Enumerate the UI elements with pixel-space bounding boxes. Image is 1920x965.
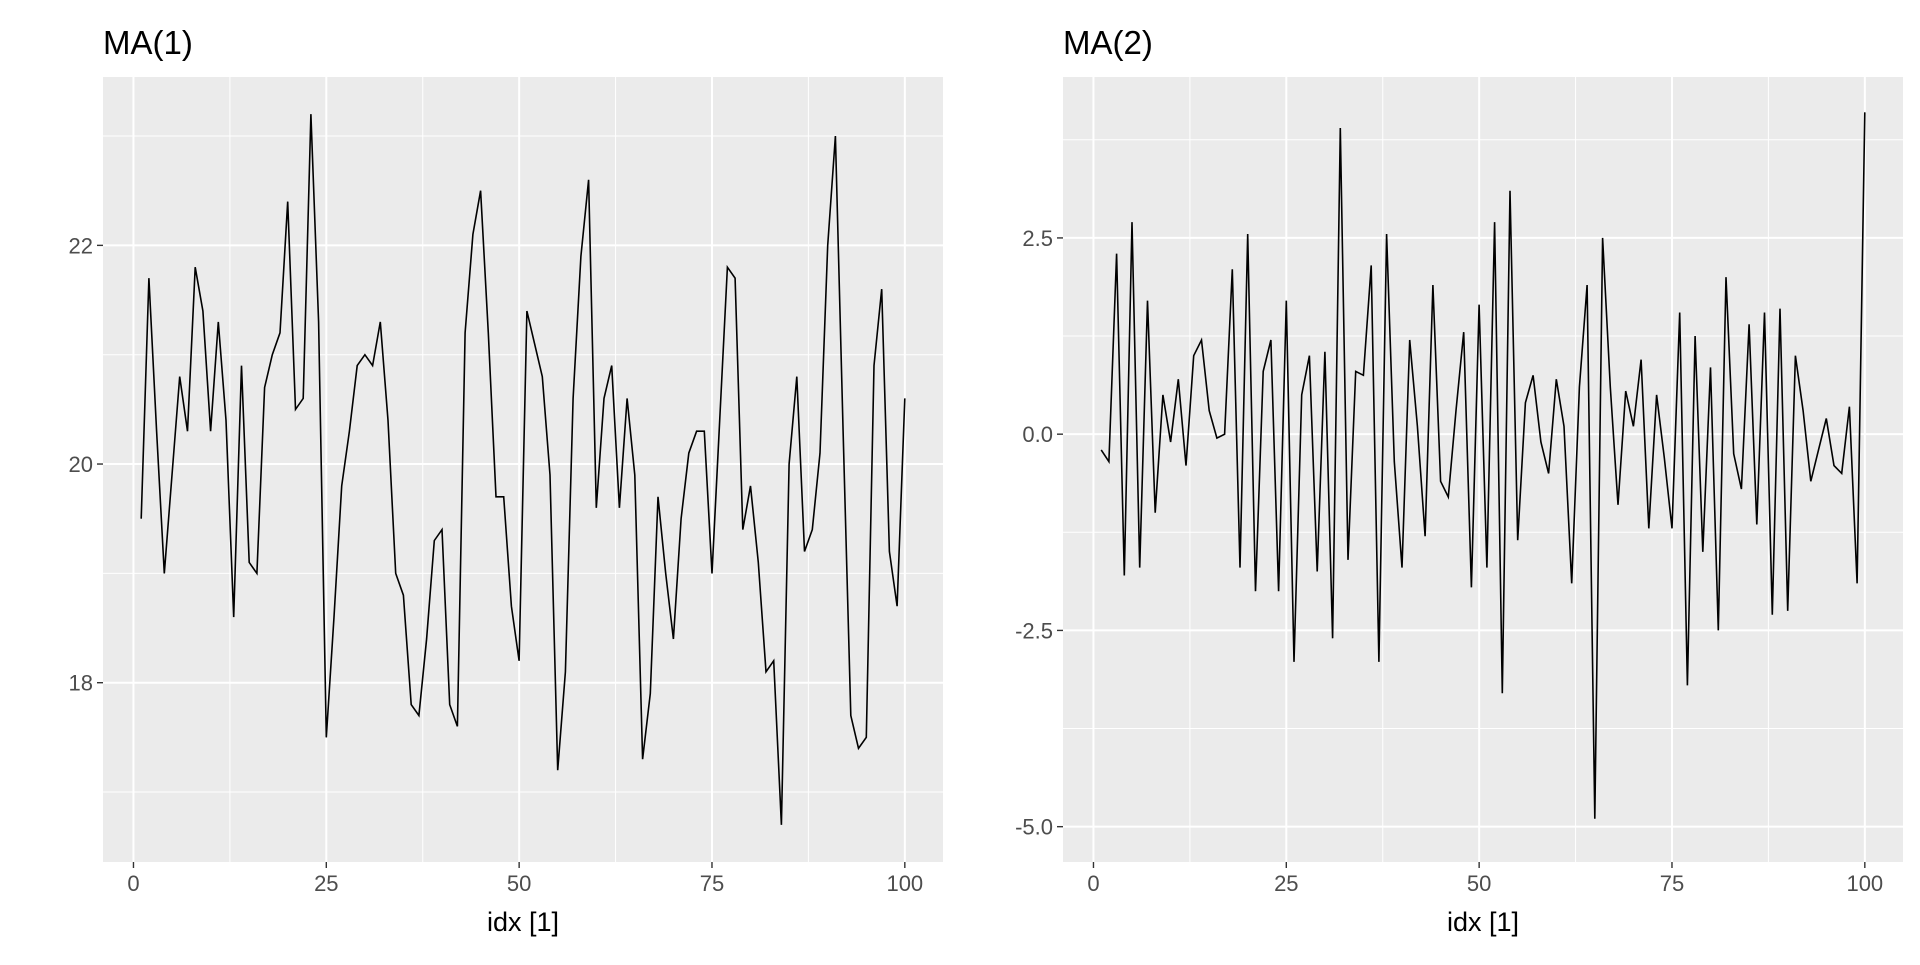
- panel2-chart: 0 25 50 75 100 -5.0 -2.5 0.0 2.5 MA(2) idx [1]: [1015, 24, 1903, 937]
- panel2-y-tick-label: 2.5: [1022, 226, 1053, 251]
- panel2-x-axis-label: idx [1]: [1447, 907, 1519, 937]
- panel1-x-tick-label: 0: [127, 871, 139, 896]
- panel2-y-tick-label: -2.5: [1015, 618, 1053, 643]
- panel1-x-tick-label: 100: [886, 871, 923, 896]
- panel2-series-line: [1100, 112, 1866, 819]
- panel1-chart: 0 25 50 75 100 18 20 22 MA(1) idx [1]: [69, 24, 943, 937]
- panel1-chart-title: MA(1): [103, 24, 193, 61]
- panel2-x-tick-label: 50: [1467, 871, 1491, 896]
- panel2-y-tick-label: 0.0: [1022, 422, 1053, 447]
- panel1-series-line: [140, 114, 906, 825]
- panel1-x-tick-label: 25: [314, 871, 338, 896]
- panel2-x-tick-label: 25: [1274, 871, 1298, 896]
- panel2-x-tick-label: 0: [1087, 871, 1099, 896]
- panel2-y-tick-label: -5.0: [1015, 815, 1053, 840]
- panel1-y-tick-label: 20: [69, 452, 93, 477]
- panel2-plot-background: [1063, 77, 1903, 862]
- panel2-x-tick-label: 75: [1660, 871, 1684, 896]
- panel1-x-axis-label: idx [1]: [487, 907, 559, 937]
- panel2-x-tick-label: 100: [1846, 871, 1883, 896]
- panel1-x-tick-label: 50: [507, 871, 531, 896]
- panel1-y-tick-label: 18: [69, 671, 93, 696]
- panel2-chart-title: MA(2): [1063, 24, 1153, 61]
- panel1-y-tick-label: 22: [69, 233, 93, 258]
- panel1-x-tick-label: 75: [700, 871, 724, 896]
